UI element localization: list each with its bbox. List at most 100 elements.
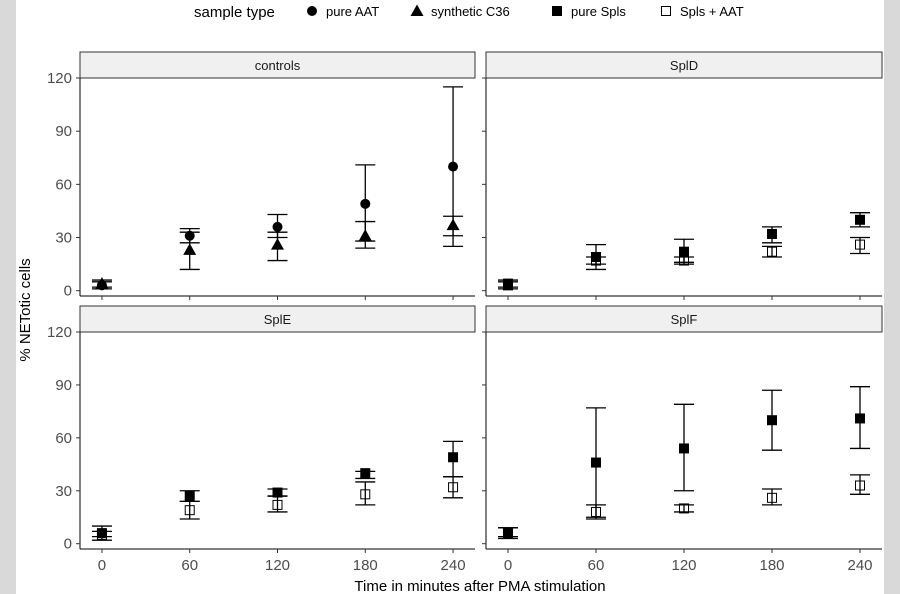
panel-splf-x-tick-label: 180 — [759, 557, 784, 574]
error-bar — [443, 476, 464, 499]
data-point — [448, 482, 459, 493]
data-point — [448, 452, 459, 463]
panel-sple-y-tick-label: 90 — [55, 377, 72, 394]
panel-controls-y-tick-label: 0 — [64, 283, 72, 300]
panel-controls-strip — [79, 51, 476, 79]
error-bar — [498, 527, 518, 540]
x-axis-label: Time in minutes after PMA stimulation — [354, 578, 605, 594]
legend-label-spls-aat: Spls + AAT — [680, 4, 744, 19]
panel-splf-x-tick-label: 0 — [504, 557, 512, 574]
legend-label-pure-spls: pure Spls — [571, 4, 626, 19]
legend-title: sample type — [194, 4, 275, 21]
panel-spld-strip — [485, 51, 883, 79]
data-point — [446, 218, 460, 231]
panel-splf-x-tick-label: 60 — [588, 557, 605, 574]
data-point — [272, 499, 283, 510]
panel-sple-x-tick-label: 0 — [98, 557, 106, 574]
panel-sple-y-tick-label: 120 — [47, 324, 72, 341]
panel-controls: controls 0 30 60 90 120 — [47, 51, 476, 300]
panel-controls-y-tick-label: 60 — [55, 176, 72, 193]
panel-spld-strip-label: SplD — [670, 58, 698, 73]
legend-item-pure-spls: pure Spls — [552, 4, 626, 19]
panel-sple-x-tick-label: 60 — [181, 557, 198, 574]
data-point — [855, 413, 865, 424]
legend-item-synthetic-c36: synthetic C36 — [410, 4, 510, 19]
panel-controls-y-tick-label: 90 — [55, 123, 72, 140]
data-point — [183, 243, 197, 255]
panel-splf-x-tick-label: 120 — [671, 557, 696, 574]
data-point — [767, 415, 777, 426]
faceted-chart: sample type pure AAT synthetic C36 pure Sp… — [17, 4, 883, 594]
panel-spld-series-pure-spls — [498, 212, 870, 291]
y-axis-label: % NETotic cells — [17, 258, 34, 361]
data-point — [679, 503, 689, 514]
panel-sple: SplE 0 30 60 90 120 0 60 120 180 240 — [47, 305, 476, 574]
data-point — [767, 228, 777, 239]
error-bar — [674, 504, 694, 513]
data-point — [679, 255, 689, 266]
panel-sple-y-tick-label: 60 — [55, 430, 72, 447]
legend-item-pure-aat: pure AAT — [307, 4, 379, 19]
error-bar — [586, 256, 606, 265]
legend-marker-pure-aat — [307, 6, 317, 16]
panel-sple-x-tick-label: 180 — [353, 557, 378, 574]
panel-controls-strip-label: controls — [255, 58, 301, 73]
panel-controls-y-tick-label: 30 — [55, 230, 72, 247]
data-point — [679, 246, 689, 257]
data-point — [272, 221, 283, 232]
legend: sample type pure AAT synthetic C36 pure Sp… — [194, 4, 744, 21]
error-bar — [91, 530, 112, 541]
data-point — [358, 229, 372, 241]
data-point — [767, 246, 777, 257]
data-point — [591, 255, 601, 266]
legend-label-synthetic-c36: synthetic C36 — [431, 4, 510, 19]
panel-sple-strip — [79, 305, 476, 333]
panel-sple-y-tick-label: 30 — [55, 483, 72, 500]
data-point — [360, 489, 371, 500]
panel-sple-x-tick-label: 240 — [441, 557, 466, 574]
data-point — [272, 487, 283, 498]
panel-controls-series-synthetic-c36 — [91, 215, 464, 289]
data-point — [855, 480, 865, 491]
legend-marker-pure-spls — [552, 6, 562, 16]
legend-label-pure-aat: pure AAT — [326, 4, 379, 19]
data-point — [360, 468, 371, 479]
panel-splf-x-tick-label: 240 — [847, 557, 872, 574]
data-point — [96, 529, 107, 540]
panel-splf-series-spls-aat — [498, 474, 870, 540]
panel-sple-series-pure-spls — [91, 440, 464, 539]
data-point — [591, 506, 601, 517]
data-point — [360, 198, 371, 209]
data-point — [855, 239, 865, 250]
panel-splf: SplF 0 60 120 180 240 — [482, 305, 883, 574]
panel-splf-strip — [485, 305, 883, 333]
legend-marker-spls-aat — [661, 6, 671, 16]
data-point — [679, 443, 689, 454]
data-point — [767, 492, 777, 503]
data-point — [184, 505, 195, 516]
panel-spld: SplD — [482, 51, 883, 300]
error-bar — [179, 500, 200, 520]
data-point — [184, 491, 195, 502]
panel-sple-series-spls-aat — [91, 476, 464, 541]
error-bar — [850, 474, 870, 495]
panel-sple-x-tick-label: 120 — [265, 557, 290, 574]
legend-marker-synthetic-c36 — [410, 4, 424, 16]
data-point — [95, 277, 109, 289]
panel-spld-series-spls-aat — [498, 236, 870, 289]
data-point — [271, 238, 284, 250]
legend-item-spls-aat: Spls + AAT — [661, 4, 744, 19]
error-bar — [355, 481, 376, 506]
data-point — [503, 528, 513, 539]
data-point — [448, 161, 459, 172]
error-bar — [674, 256, 694, 265]
error-bar — [762, 245, 782, 258]
panels: controls 0 30 60 90 120 SplD SplE 0 30 60 90 120 0 60 1… — [47, 51, 883, 574]
panel-sple-strip-label: SplE — [264, 312, 292, 327]
panel-splf-strip-label: SplF — [671, 312, 698, 327]
panel-splf-series-pure-spls — [498, 386, 870, 539]
data-point — [503, 278, 513, 289]
figure-frame: sample type pure AAT synthetic C36 pure Sp… — [16, 0, 884, 594]
panel-sple-y-tick-label: 0 — [64, 536, 72, 553]
data-point — [591, 457, 601, 468]
